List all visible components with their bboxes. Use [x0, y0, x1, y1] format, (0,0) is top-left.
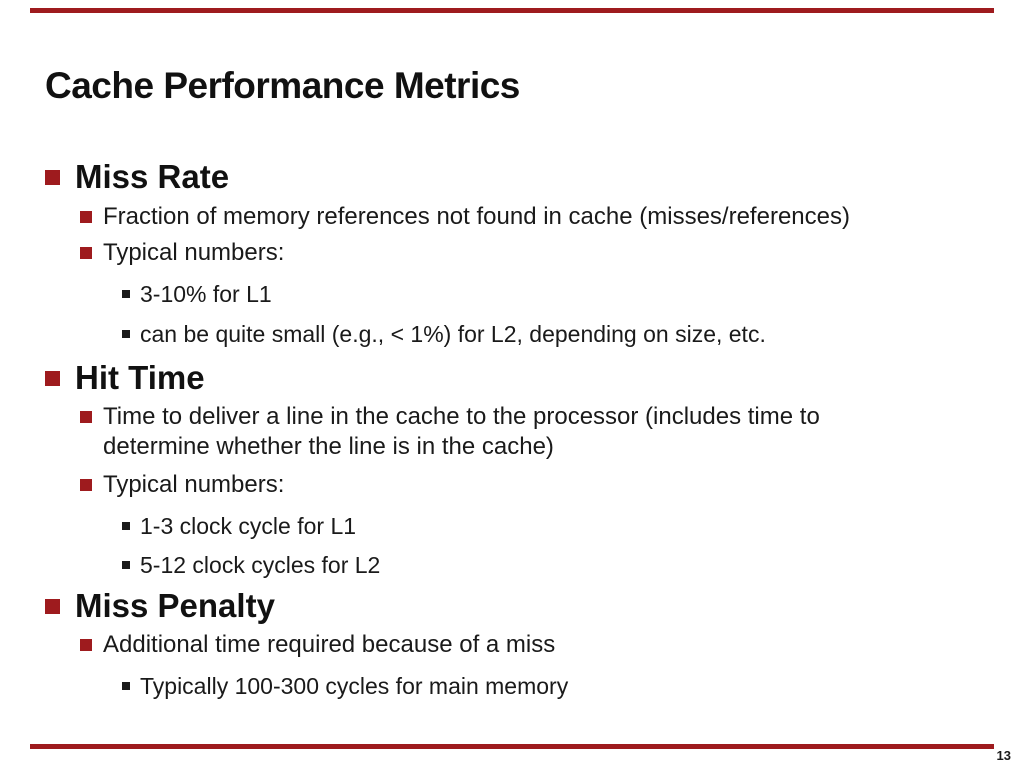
bullet-square-icon [122, 522, 130, 530]
list-item: can be quite small (e.g., < 1%) for L2, … [140, 321, 766, 347]
list-item: 1-3 clock cycle for L1 [140, 513, 357, 539]
bullet-square-icon [80, 479, 92, 491]
bottom-rule-bar [30, 744, 994, 749]
bullet-square-icon [122, 290, 130, 298]
bullet-square-icon [80, 639, 92, 651]
list-item: Typically 100-300 cycles for main memory [140, 673, 569, 699]
bullet-square-icon [122, 682, 130, 690]
bullet-square-icon [45, 170, 60, 185]
heading-miss-rate: Miss Rate [75, 158, 230, 195]
page-title: Cache Performance Metrics [45, 64, 520, 106]
heading-miss-penalty: Miss Penalty [75, 587, 275, 624]
bullet-square-icon [122, 561, 130, 569]
list-item: Fraction of memory references not found … [103, 203, 850, 230]
list-item: 5-12 clock cycles for L2 [140, 552, 381, 578]
page-number: 13 [996, 748, 1011, 763]
list-item: Typical numbers: [103, 471, 285, 498]
heading-hit-time: Hit Time [75, 359, 205, 396]
bullet-square-icon [122, 330, 130, 338]
bullet-square-icon [45, 371, 60, 386]
top-rule-bar [30, 8, 994, 13]
list-item: Time to deliver a line in the cache to t… [103, 403, 820, 460]
bullet-square-icon [45, 599, 60, 614]
bullet-square-icon [80, 411, 92, 423]
list-item: 3-10% for L1 [140, 281, 272, 307]
bullet-square-icon [80, 247, 92, 259]
bullet-square-icon [80, 211, 92, 223]
list-item: Typical numbers: [103, 239, 285, 266]
list-item: Additional time required because of a mi… [103, 631, 556, 658]
